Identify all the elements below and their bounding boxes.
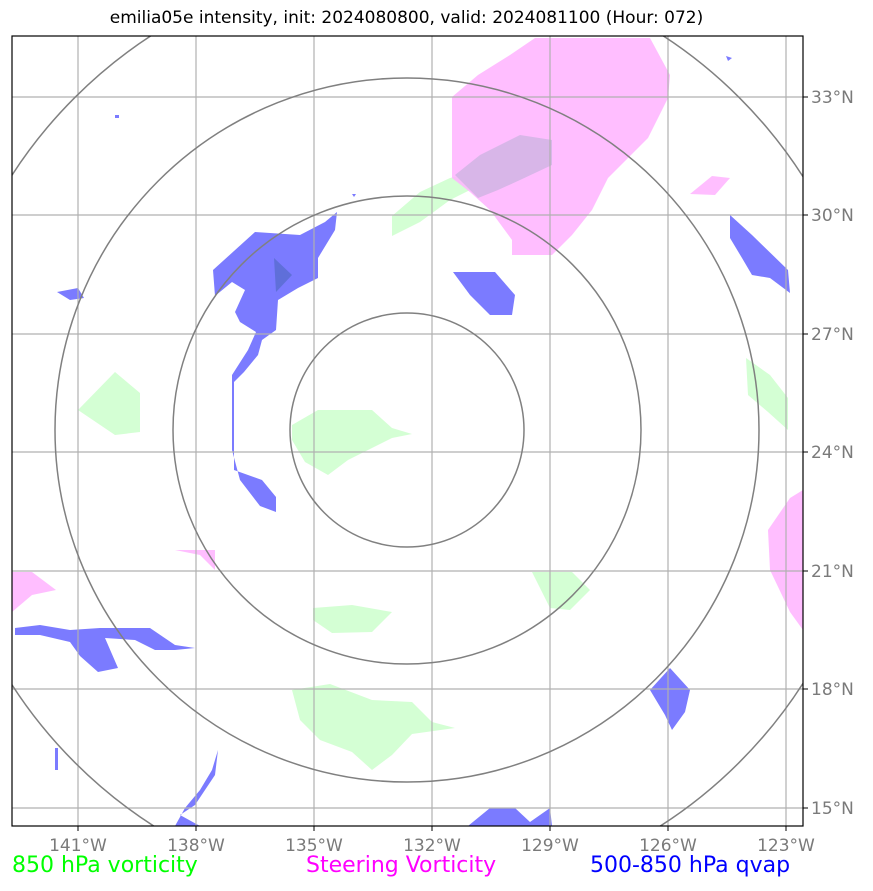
axis-ticks — [77, 96, 808, 831]
lat-label: 30°N — [811, 206, 854, 226]
plot-frame — [11, 35, 804, 827]
lon-label: 138°W — [167, 836, 225, 856]
lat-label: 27°N — [811, 325, 854, 345]
lat-label: 18°N — [811, 680, 854, 700]
map-title: emilia05e intensity, init: 2024080800, v… — [109, 8, 704, 28]
legend-qvap: 500-850 hPa qvap — [590, 853, 791, 878]
qvap-regions — [15, 56, 790, 826]
lon-label: 126°W — [639, 836, 697, 856]
lon-label: 123°W — [757, 836, 815, 856]
legend-850-vorticity: 850 hPa vorticity — [12, 853, 198, 878]
overlap-regions — [274, 135, 552, 292]
lon-label: 135°W — [285, 836, 343, 856]
range-ring-2 — [172, 195, 642, 665]
lat-label: 21°N — [811, 562, 854, 582]
lat-label: 24°N — [811, 443, 854, 463]
longitude-labels: 141°W 138°W 135°W 132°W 129°W 126°W 123°… — [49, 836, 815, 856]
legend-steering-vorticity: Steering Vorticity — [306, 853, 497, 878]
lon-label: 129°W — [521, 836, 579, 856]
map-gridlines — [12, 36, 803, 826]
vorticity-850-regions — [78, 170, 788, 770]
latitude-labels: 33°N 30°N 27°N 24°N 21°N 18°N 15°N — [811, 88, 854, 819]
range-ring-3 — [54, 77, 760, 783]
lat-label: 15°N — [811, 799, 854, 819]
lon-label: 141°W — [49, 836, 107, 856]
range-ring-1 — [289, 312, 525, 548]
lat-label: 33°N — [811, 88, 854, 108]
lon-label: 132°W — [403, 836, 461, 856]
